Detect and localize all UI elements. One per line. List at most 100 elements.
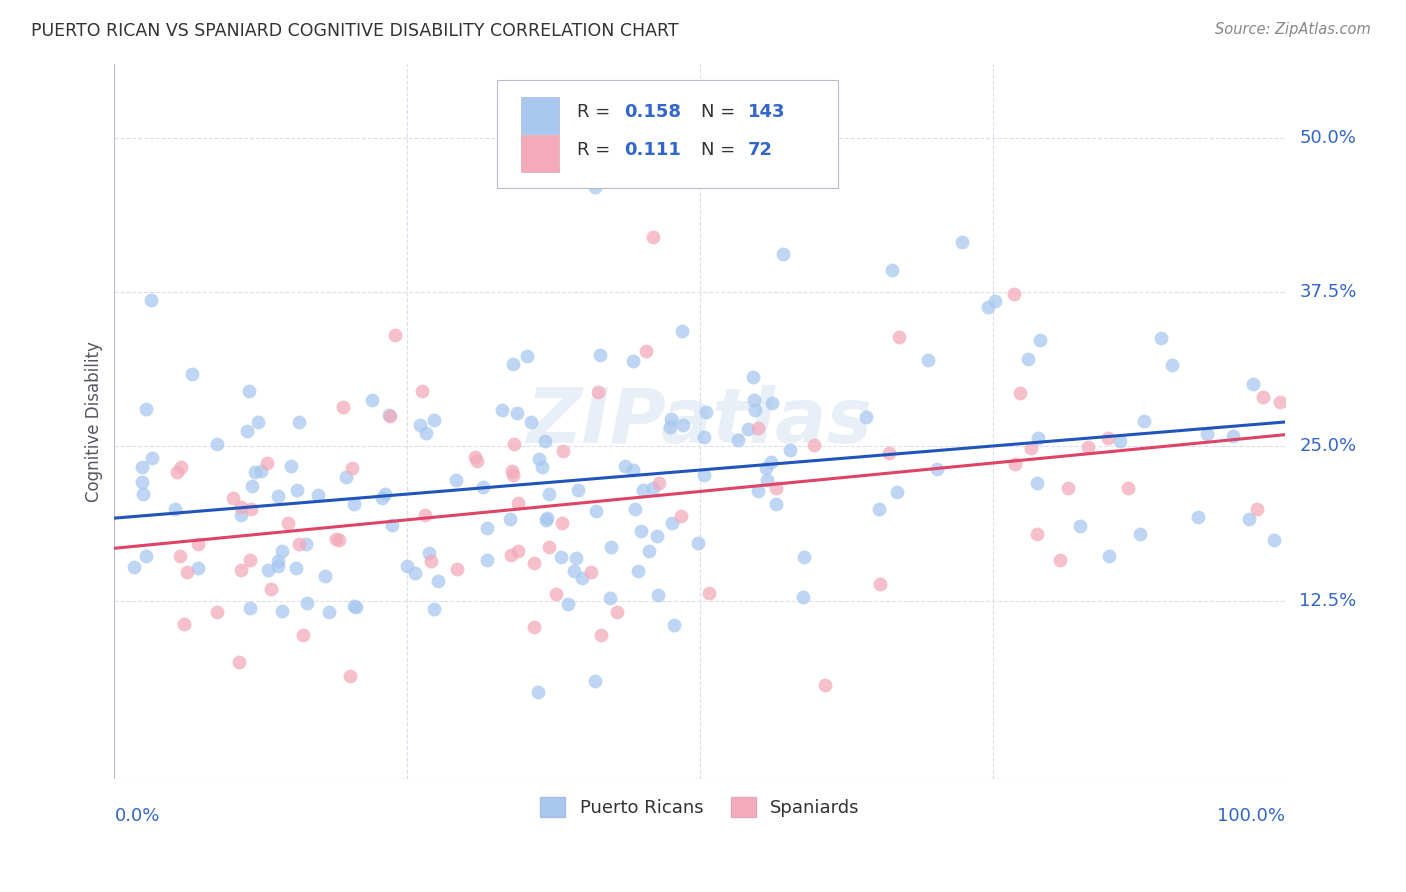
Point: [475, 553, 498, 567]
Point: [122, 559, 145, 574]
Text: 50.0%: 50.0%: [1299, 129, 1357, 147]
FancyBboxPatch shape: [520, 135, 560, 172]
Point: [793, 549, 815, 564]
Point: [599, 541, 621, 555]
Point: [1246, 501, 1268, 516]
Point: [1069, 519, 1091, 533]
Point: [343, 497, 366, 511]
Point: [499, 549, 522, 563]
Point: [630, 524, 652, 538]
Text: ZIPatlas: ZIPatlas: [527, 384, 873, 458]
Point: [1097, 432, 1119, 446]
Point: [243, 465, 266, 479]
Point: [270, 543, 292, 558]
Point: [465, 454, 488, 468]
Point: [624, 502, 647, 516]
Point: [1056, 481, 1078, 495]
Point: [567, 483, 589, 498]
Point: [271, 604, 294, 618]
Point: [1029, 334, 1052, 348]
Point: [523, 557, 546, 571]
Text: 0.158: 0.158: [624, 103, 681, 121]
Point: [1017, 352, 1039, 367]
Point: [803, 438, 825, 452]
Point: [285, 483, 308, 498]
Point: [332, 401, 354, 415]
Point: [534, 513, 557, 527]
Point: [1222, 429, 1244, 443]
Point: [291, 628, 314, 642]
Point: [1263, 533, 1285, 547]
Point: [880, 262, 903, 277]
Point: [605, 605, 627, 619]
Point: [792, 591, 814, 605]
Point: [378, 409, 401, 424]
Point: [855, 409, 877, 424]
Point: [413, 508, 436, 523]
Point: [765, 482, 787, 496]
Point: [238, 552, 260, 566]
Point: [527, 685, 550, 699]
Point: [205, 437, 228, 451]
Point: [744, 393, 766, 408]
Point: [231, 563, 253, 577]
Point: [697, 586, 720, 600]
FancyBboxPatch shape: [498, 79, 838, 188]
Point: [427, 574, 450, 589]
Point: [165, 501, 187, 516]
Point: [342, 599, 364, 614]
Point: [557, 597, 579, 611]
Point: [246, 415, 269, 429]
Point: [589, 628, 612, 642]
Point: [879, 446, 901, 460]
Point: [755, 460, 778, 475]
Point: [1077, 440, 1099, 454]
Point: [1109, 434, 1132, 448]
Point: [285, 561, 308, 575]
Point: [502, 468, 524, 483]
Point: [181, 367, 204, 381]
Point: [765, 498, 787, 512]
Point: [239, 601, 262, 615]
Point: [672, 418, 695, 433]
Point: [361, 393, 384, 408]
Point: [328, 533, 350, 547]
Point: [755, 473, 778, 487]
Text: N =: N =: [702, 103, 735, 121]
Point: [242, 479, 264, 493]
Point: [314, 569, 336, 583]
Point: [288, 536, 311, 550]
Point: [508, 496, 530, 510]
Point: [339, 669, 361, 683]
Point: [256, 456, 278, 470]
Point: [1237, 512, 1260, 526]
Point: [1026, 527, 1049, 541]
Point: [772, 247, 794, 261]
Point: [621, 463, 644, 477]
Point: [589, 348, 612, 362]
Point: [1026, 431, 1049, 445]
Point: [1150, 331, 1173, 345]
Point: [169, 549, 191, 563]
Point: [187, 536, 209, 550]
Point: [166, 466, 188, 480]
Point: [131, 475, 153, 489]
Point: [135, 402, 157, 417]
Point: [527, 452, 550, 467]
Point: [747, 483, 769, 498]
Point: [187, 561, 209, 575]
Point: [340, 461, 363, 475]
Text: 143: 143: [748, 103, 786, 121]
Point: [886, 485, 908, 500]
Point: [378, 408, 401, 422]
Point: [238, 384, 260, 399]
Point: [446, 562, 468, 576]
Point: [869, 577, 891, 591]
Point: [586, 384, 609, 399]
Point: [267, 554, 290, 568]
Text: 100.0%: 100.0%: [1218, 806, 1285, 824]
Text: R =: R =: [576, 103, 610, 121]
Point: [131, 459, 153, 474]
Point: [1251, 390, 1274, 404]
Point: [538, 541, 561, 555]
